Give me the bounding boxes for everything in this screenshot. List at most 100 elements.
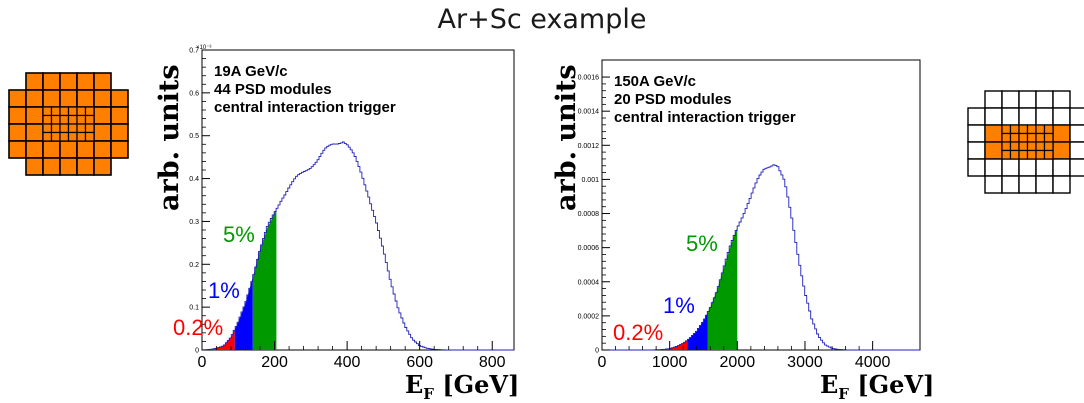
chart2-x-axis-subscript: F: [838, 384, 849, 403]
psd-module: [1018, 107, 1037, 126]
psd-central-module: [1001, 124, 1012, 135]
chart2-annotation-line: central interaction trigger: [614, 109, 796, 126]
psd-central-module: [59, 114, 70, 125]
psd-central-module: [67, 131, 78, 142]
psd-central-module: [1035, 141, 1046, 152]
psd-central-module: [1026, 132, 1037, 143]
psd-module: [984, 141, 1003, 160]
psd-central-module: [1018, 141, 1029, 152]
chart1-ytick-label: 0.7: [189, 48, 199, 55]
chart2-ytick-label: 0.0016: [578, 75, 600, 82]
psd-central-module: [1018, 149, 1029, 160]
psd-central-module: [1026, 149, 1037, 160]
psd-module: [967, 124, 986, 143]
chart2-ytick-label: 0: [595, 348, 599, 355]
chart1-ytick-label: 0.2: [189, 262, 199, 269]
chart1-ytick-label: 0.4: [189, 176, 199, 183]
psd-central-module: [84, 123, 95, 134]
chart2-xtick-label: 0: [598, 354, 607, 371]
psd-central-module: [84, 131, 95, 142]
psd-module: [1035, 158, 1054, 177]
psd-central-module: [1009, 141, 1020, 152]
psd-module: [42, 89, 61, 108]
psd-central-module: [1043, 124, 1054, 135]
chart1-xtick-label: 0: [198, 354, 207, 371]
chart2-xtick-label: 3000: [787, 354, 823, 371]
psd-module: [1035, 175, 1054, 194]
psd-central-module: [42, 114, 53, 125]
chart1-fill-region-2: [252, 209, 277, 350]
psd-module: [1001, 158, 1020, 177]
psd-module: [1069, 141, 1084, 160]
psd-central-module: [67, 123, 78, 134]
chart2-xtick-label: 4000: [855, 354, 891, 371]
chart1-ytick-label: 0.5: [189, 133, 199, 140]
chart1-xtick-label: 600: [406, 354, 433, 371]
chart2-x-axis-label: EF [GeV]: [820, 370, 934, 403]
chart2-ytick-label: 0.001: [581, 177, 599, 184]
slide-title: Ar+Sc example: [437, 4, 647, 35]
chart1-ytick-label: 0: [195, 348, 199, 355]
chart1-fill-region-0: [202, 329, 235, 350]
psd-central-module: [42, 123, 53, 134]
chart2-fill-label-1: 1%: [663, 293, 695, 318]
chart2-ytick-label: 0.0004: [578, 279, 600, 286]
psd-module: [25, 89, 44, 108]
psd-module: [967, 107, 986, 126]
psd-central-module: [76, 131, 87, 142]
psd-central-module: [1009, 149, 1020, 160]
chart1-fill-label-1: 1%: [208, 278, 240, 303]
psd-module: [967, 141, 986, 160]
chart1-xtick-label: 800: [479, 354, 506, 371]
psd-module: [984, 90, 1003, 109]
psd-module: [1001, 107, 1020, 126]
psd-module: [984, 107, 1003, 126]
psd-central-module: [1009, 132, 1020, 143]
psd-central-module: [1043, 141, 1054, 152]
psd-central-module: [67, 114, 78, 125]
psd-module: [93, 106, 112, 125]
psd-module: [93, 140, 112, 159]
psd-module: [1052, 141, 1071, 160]
psd-module: [1069, 107, 1084, 126]
psd-module: [76, 157, 95, 176]
psd-module: [1035, 90, 1054, 109]
psd-module: [59, 140, 78, 159]
chart2-ytick-label: 0.0006: [578, 245, 600, 252]
psd-module: [25, 106, 44, 125]
psd-module: [967, 158, 986, 177]
psd-module: [1052, 175, 1071, 194]
psd-central-module: [1035, 132, 1046, 143]
psd-central-module: [1026, 124, 1037, 135]
psd-module: [76, 72, 95, 91]
chart1-fill-label-0: 0.2%: [173, 315, 223, 340]
psd-module: [1069, 124, 1084, 143]
psd-module: [42, 140, 61, 159]
psd-central-module: [1001, 149, 1012, 160]
psd-module: [93, 157, 112, 176]
chart2-x-axis-symbol: E: [820, 370, 839, 399]
chart1-axis-multiplier: ×10⁻³: [196, 45, 211, 51]
psd-module: [1052, 158, 1071, 177]
chart1-ytick-label: 0.1: [189, 305, 199, 312]
psd-module: [1052, 90, 1071, 109]
chart2-xtick-label: 1000: [652, 354, 688, 371]
psd-central-module: [1009, 124, 1020, 135]
chart2-ytick-label: 0.0012: [578, 143, 600, 150]
psd-module: [8, 89, 27, 108]
chart2-ytick-label: 0.0008: [578, 211, 600, 218]
psd-module: [42, 157, 61, 176]
chart2-energy-histogram: 0 0.0002 0.0004 0.0006 0.0008 0.001 0.0012 0.00…: [578, 59, 921, 371]
chart1-x-axis-label: EF [GeV]: [405, 370, 519, 403]
psd-central-module: [67, 106, 78, 117]
psd-module: [1018, 158, 1037, 177]
psd-module: [59, 157, 78, 176]
psd-central-module: [84, 114, 95, 125]
psd-central-module: [1035, 149, 1046, 160]
chart1-x-axis-subscript: F: [423, 384, 434, 403]
psd-central-module: [1035, 124, 1046, 135]
psd-central-module: [1043, 149, 1054, 160]
psd-module: [42, 72, 61, 91]
chart1-x-axis-symbol: E: [405, 370, 424, 399]
chart1-energy-histogram: 0 0.1 0.2 0.3 0.4 0.5 0.6 0.7 0 200 400 600 800 ×10⁻³…: [173, 45, 515, 371]
